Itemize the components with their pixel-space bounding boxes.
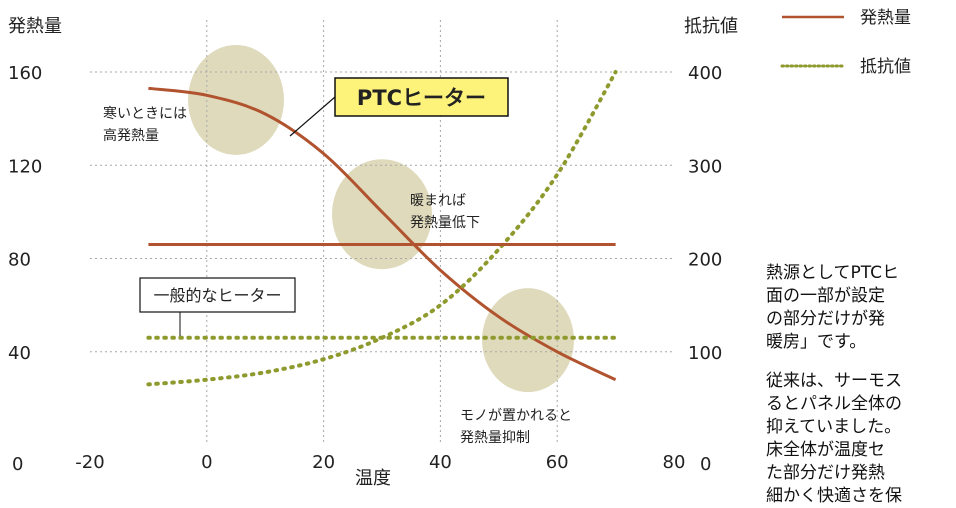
description-line: 細かく快適さを保 [766, 485, 956, 508]
y-tick-right-0: 0 [700, 454, 711, 475]
description-line: 面の一部が設定 [766, 285, 956, 308]
x-tick-4: 60 [546, 452, 569, 473]
highlight-bubble-3 [482, 288, 574, 392]
y-tick-right-4: 400 [688, 63, 722, 84]
legend-label-heat: 発熱量 [860, 8, 911, 28]
description-spacer [766, 354, 956, 370]
y-tick-left-3: 120 [8, 156, 42, 177]
description-line: 暖房」です。 [766, 331, 956, 354]
y-axis-title-left: 発熱量 [8, 16, 62, 37]
y-tick-right-1: 100 [688, 343, 722, 364]
legend-label-resistance: 抵抗値 [860, 57, 911, 77]
x-tick-0: -20 [75, 452, 104, 473]
description-line: 抑えていました。 [766, 416, 956, 439]
description-line: た部分だけ発熱 [766, 462, 956, 485]
x-tick-2: 20 [312, 452, 335, 473]
annotation-3-line-1: モノが置かれると [460, 408, 572, 424]
description-line: 床全体が温度セ [766, 439, 956, 462]
annotation-3-line-2: 発熱量抑制 [460, 430, 530, 446]
y-tick-left-1: 40 [8, 343, 31, 364]
description-line: るとパネル全体の [766, 393, 956, 416]
general-heater-label: 一般的なヒーター [153, 286, 281, 305]
y-tick-left-0: 0 [12, 454, 23, 475]
y-axis-title-right: 抵抗値 [684, 16, 738, 37]
annotation-2-line-1: 暖まれば [410, 193, 466, 209]
ptc-label-leader [290, 97, 335, 136]
x-tick-5: 80 [663, 452, 686, 473]
ptc-heater-label: PTCヒーター [357, 86, 486, 110]
x-tick-3: 40 [429, 452, 452, 473]
x-tick-1: 0 [201, 452, 212, 473]
description-line: の部分だけが発 [766, 308, 956, 331]
x-axis-title: 温度 [355, 468, 391, 489]
annotation-1-line-1: 寒いときには [103, 105, 187, 122]
annotation-1-line-2: 高発熱量 [103, 127, 159, 144]
description-text: 熱源としてPTCヒ面の一部が設定の部分だけが発暖房」です。従来は、サーモスるとパ… [766, 262, 956, 508]
y-tick-right-2: 200 [688, 250, 722, 271]
y-tick-left-2: 80 [8, 250, 31, 271]
description-line: 熱源としてPTCヒ [766, 262, 956, 285]
y-tick-left-4: 160 [8, 63, 42, 84]
highlight-bubble-1 [188, 45, 284, 155]
y-tick-right-3: 300 [688, 156, 722, 177]
description-line: 従来は、サーモス [766, 370, 956, 393]
annotation-2-line-2: 発熱量低下 [410, 215, 480, 231]
